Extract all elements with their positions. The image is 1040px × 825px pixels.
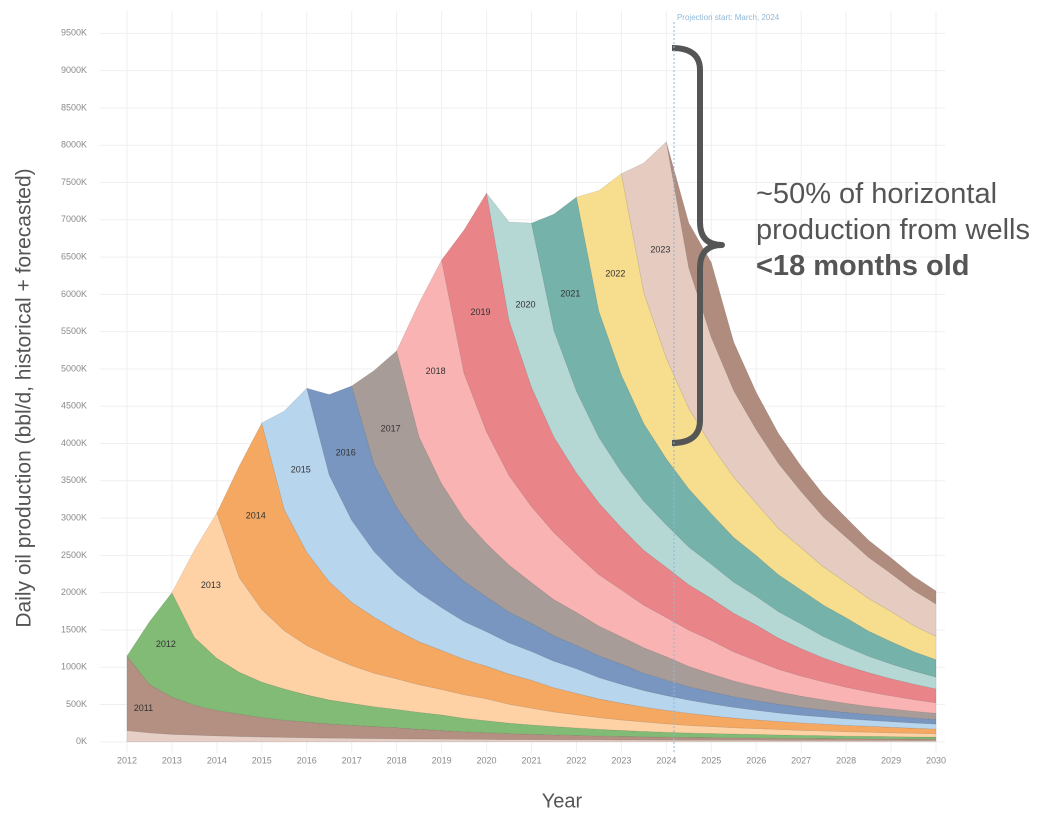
- x-tick-label: 2016: [297, 755, 317, 765]
- layer-label: 2021: [560, 288, 580, 298]
- y-tick-label: 0K: [76, 736, 87, 746]
- areas: [126, 141, 937, 743]
- layer-label: 2019: [471, 307, 491, 317]
- area: [216, 422, 937, 735]
- y-tick-label: 6500K: [61, 251, 87, 261]
- x-tick-label: 2020: [477, 755, 497, 765]
- y-tick-label: 7500K: [61, 177, 87, 187]
- x-tick-label: 2018: [387, 755, 407, 765]
- x-tick-label: 2014: [207, 755, 227, 765]
- y-axis-title: Daily oil production (bbl/d, historical …: [13, 168, 36, 627]
- x-tick-label: 2022: [566, 755, 586, 765]
- x-axis-title: Year: [542, 790, 583, 812]
- layer-labels: 2011 2012 2013 2014 2015 2016 2017 2018 2019 2020…: [134, 244, 671, 713]
- layer-label: 2013: [201, 580, 221, 590]
- area: [261, 387, 937, 730]
- annotation-bold: <18 months old: [756, 250, 970, 282]
- area: [486, 192, 937, 690]
- layer-label: 2011: [134, 703, 153, 713]
- y-tick-label: 3000K: [61, 512, 87, 522]
- annotation: ~50% of horizontal production from wells…: [756, 176, 1036, 284]
- y-tick-label: 4500K: [61, 401, 87, 411]
- x-tick-label: 2017: [342, 755, 362, 765]
- y-tick-label: 6000K: [61, 289, 87, 299]
- projection-label: Projection start: March, 2024: [677, 13, 780, 22]
- y-tick-label: 5000K: [61, 363, 87, 373]
- layer-label: 2015: [291, 465, 311, 475]
- layer-label: 2017: [381, 424, 401, 434]
- y-tick-label: 4000K: [61, 438, 87, 448]
- x-tick-label: 2019: [432, 755, 452, 765]
- x-tick-label: 2024: [656, 755, 676, 765]
- x-tick-label: 2030: [926, 755, 946, 765]
- y-tick-label: 8000K: [61, 140, 87, 150]
- x-tick-label: 2021: [521, 755, 541, 765]
- x-tick-label: 2023: [611, 755, 631, 765]
- x-tick-label: 2027: [791, 755, 811, 765]
- layer-label: 2012: [156, 639, 176, 649]
- layer-label: 2020: [515, 300, 535, 310]
- area: [666, 141, 937, 605]
- y-tick-label: 9000K: [61, 65, 87, 75]
- layer-label: 2018: [426, 366, 446, 376]
- x-tick-label: 2013: [162, 755, 182, 765]
- y-tick-label: 9500K: [61, 28, 87, 38]
- x-tick-label: 2025: [701, 755, 721, 765]
- layer-label: 2023: [650, 244, 670, 254]
- brace: [671, 45, 725, 446]
- x-tick-label: 2029: [881, 755, 901, 765]
- x-tick-label: 2028: [836, 755, 856, 765]
- x-tick-label: 2026: [746, 755, 766, 765]
- y-tick-label: 1000K: [61, 662, 87, 672]
- area: [396, 259, 937, 714]
- y-tick-label: 500K: [66, 699, 87, 709]
- area: [306, 385, 937, 725]
- x-tick-label: 2012: [117, 755, 137, 765]
- y-tick-label: 2500K: [61, 550, 87, 560]
- y-tick-label: 3500K: [61, 475, 87, 485]
- annotation-text: ~50% of horizontal production from wells: [756, 178, 1030, 246]
- x-tick-label: 2015: [252, 755, 272, 765]
- y-tick-label: 2000K: [61, 587, 87, 597]
- y-tick-label: 7000K: [61, 214, 87, 224]
- layer-label: 2016: [336, 447, 356, 457]
- layer-label: 2014: [246, 511, 266, 521]
- y-tick-label: 5500K: [61, 326, 87, 336]
- y-tick-label: 8500K: [61, 102, 87, 112]
- y-tick-label: 1500K: [61, 624, 87, 634]
- layer-label: 2022: [605, 269, 625, 279]
- area: [126, 592, 937, 740]
